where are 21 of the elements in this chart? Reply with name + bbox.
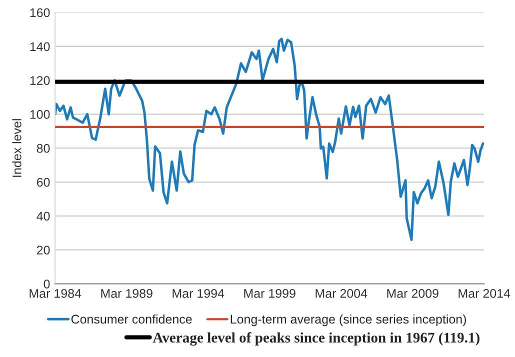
- y-tick-label: 40: [36, 212, 50, 221]
- y-tick-label: 0: [44, 280, 50, 288]
- x-tick-label: Mar 1999: [244, 289, 296, 298]
- legend-label: Consumer confidence: [71, 314, 192, 324]
- x-tick-label: Mar 2014: [458, 289, 510, 298]
- x-tick-label: Mar 1984: [30, 289, 82, 298]
- x-tick-label: Mar 1994: [172, 289, 224, 298]
- y-tick-label: 20: [36, 246, 50, 255]
- x-tick-label: Mar 1989: [101, 289, 152, 298]
- y-tick-label: 60: [36, 178, 50, 187]
- y-tick-label: 120: [30, 76, 50, 85]
- line-series: [55, 38, 484, 241]
- y-tick-label: 140: [30, 42, 50, 52]
- y-tick-label: 100: [30, 110, 50, 119]
- legend-label: Long-term average (since series inception): [230, 314, 466, 326]
- y-tick-label: 160: [30, 8, 50, 18]
- x-tick-label: Mar 2009: [387, 289, 438, 298]
- y-tick-label: 80: [36, 144, 50, 153]
- x-tick-label: Mar 2004: [316, 289, 368, 298]
- legend-label: Average level of peaks since inception in 1967 (119.1): [152, 332, 480, 346]
- y-axis-title: Index level: [12, 119, 22, 177]
